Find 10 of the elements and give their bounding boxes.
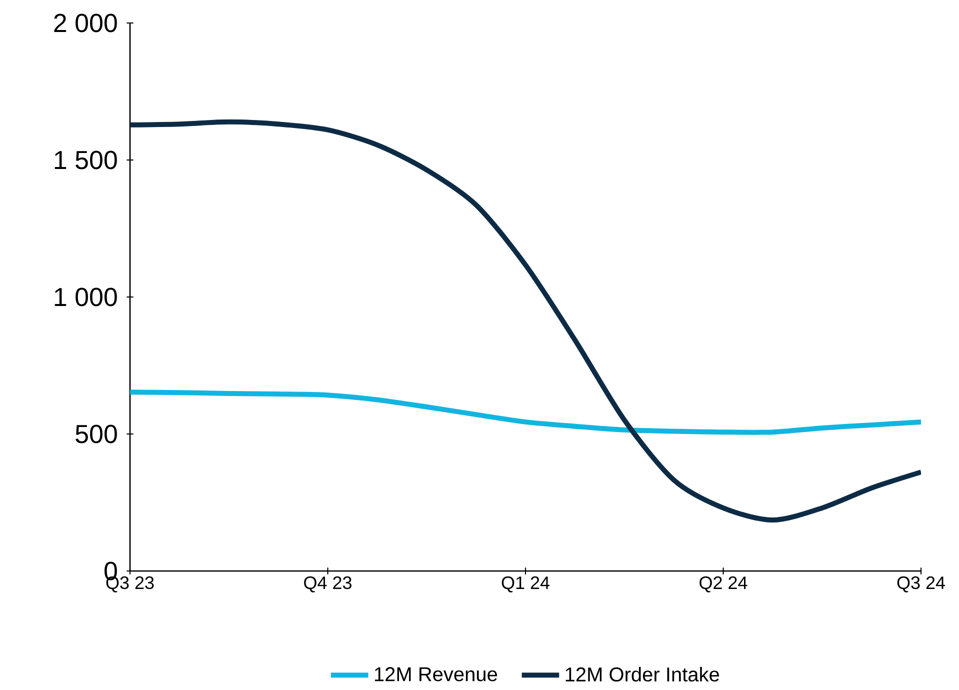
y-tick-label: 1 500 bbox=[54, 150, 117, 170]
x-tick-label: Q2 24 bbox=[700, 576, 748, 592]
legend-label: 12M Revenue bbox=[374, 667, 498, 682]
y-tick-label: 500 bbox=[76, 424, 117, 444]
legend-label: 12M Order Intake bbox=[566, 666, 719, 682]
y-tick-label: 1 000 bbox=[54, 288, 117, 306]
y-tick-label: 2 000 bbox=[54, 14, 117, 32]
x-tick-label: Q1 24 bbox=[502, 576, 550, 592]
x-tick-label: Q3 24 bbox=[897, 576, 945, 592]
x-tick-label: Q4 23 bbox=[304, 576, 352, 592]
